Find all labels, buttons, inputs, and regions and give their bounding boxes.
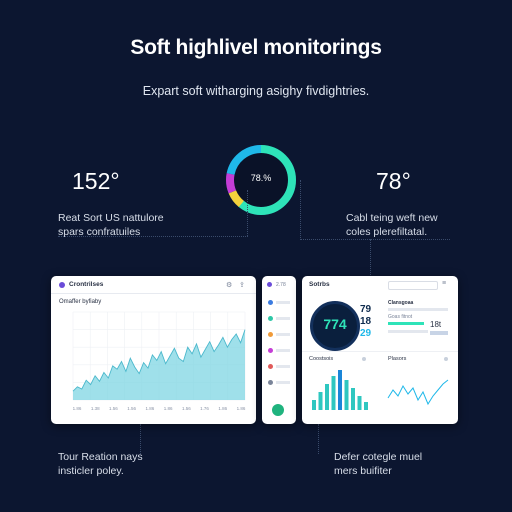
- leader-line-right-vertical: [370, 239, 371, 279]
- area-series-line: [72, 329, 246, 392]
- sidebar-header: 2.78: [276, 282, 286, 288]
- dashboard-card-right: Sotrbs ≡ 774 79 18 29 Clansgoaa Goas fit…: [302, 276, 458, 424]
- x-tick-label: 1.86: [237, 406, 246, 411]
- leader-line-left-vertical: [247, 190, 248, 236]
- sidebar-item-label-bar: [276, 333, 290, 336]
- leader-line-bottom-right: [318, 424, 319, 454]
- x-tick-label: 1.86: [146, 406, 155, 411]
- row-bar-track-1: [388, 308, 448, 311]
- sidebar-item-label-bar: [276, 349, 290, 352]
- sidebar-item-stats-icon[interactable]: [268, 316, 273, 321]
- dashboard-card-left: Crontrilses ⚙ ⇪ Omaffer byfiaby 1.86 1.38…: [51, 276, 256, 424]
- x-tick-label: 1.38: [91, 406, 100, 411]
- mini-bar: [318, 392, 323, 410]
- right-number-bar: [430, 331, 448, 335]
- bar-series: [312, 370, 368, 410]
- line-title: Plasors: [388, 356, 407, 362]
- x-axis-ticks: 1.86 1.38 1.56 1.56 1.86 1.86 1.56 1.76 1.86 1.86: [73, 406, 246, 411]
- area-series-fill: [73, 329, 245, 400]
- gauge-widget: 78.%: [224, 143, 298, 217]
- page-title: Soft highlivel monitorings: [130, 36, 382, 59]
- mini-bar: [351, 388, 355, 410]
- x-tick-label: 1.56: [127, 406, 136, 411]
- bars-menu-icon[interactable]: [362, 357, 366, 361]
- row-label-1: Clansgoaa: [388, 300, 414, 306]
- share-icon[interactable]: ⇪: [239, 282, 245, 289]
- summary-donut: 774: [310, 301, 360, 351]
- sidebar-item-label-bar: [276, 301, 290, 304]
- page-subtitle: Expart soft witharging asighy fivdightri…: [142, 84, 370, 98]
- card-divider: [302, 351, 458, 352]
- bar-chart-mini: [312, 370, 368, 410]
- mini-value-1: 79: [360, 304, 372, 315]
- x-tick-label: 1.76: [200, 406, 209, 411]
- sidebar-item-alerts-icon[interactable]: [268, 364, 273, 369]
- right-stat-value: 78°: [376, 168, 411, 194]
- right-stat-caption: Cabl teing weft new coles plerefiltatal.: [346, 211, 438, 239]
- mini-bar: [338, 370, 342, 410]
- mini-bar: [331, 376, 336, 410]
- mini-bar: [344, 380, 349, 410]
- app-name: Crontrilses: [69, 281, 104, 288]
- gauge-label: 78.%: [250, 173, 272, 183]
- sidebar-item-label-bar: [276, 365, 290, 368]
- leader-line-bottom-left: [140, 424, 141, 454]
- left-stat-value: 152°: [72, 168, 120, 194]
- card-title: Sotrbs: [309, 281, 330, 288]
- x-tick-label: 1.86: [218, 406, 227, 411]
- app-logo-icon: [59, 282, 65, 288]
- settings-icon[interactable]: ⚙: [226, 282, 233, 289]
- sidebar-item-label-bar: [276, 317, 290, 320]
- mini-bar: [357, 396, 362, 410]
- left-stat-caption: Reat Sort US nattulore spars confratuile…: [58, 211, 164, 239]
- gauge-arc-purple: [226, 145, 296, 215]
- sidebar-item-reports-icon[interactable]: [268, 332, 273, 337]
- mini-value-3: 29: [360, 328, 372, 339]
- right-stat-caption-line1: Cabl teing weft new: [346, 212, 438, 224]
- mini-value-2: 18: [360, 316, 372, 327]
- row-label-2: Goas fitnot: [388, 314, 413, 320]
- chat-button[interactable]: [272, 404, 284, 416]
- menu-icon[interactable]: ≡: [442, 280, 447, 287]
- line-chart-mini: [387, 379, 449, 406]
- right-stat-caption-line2: coles plerefiltatal.: [346, 226, 428, 238]
- bottom-right-caption: Defer cotegle muel mers buifiter: [334, 450, 422, 478]
- leader-line-right: [300, 239, 450, 240]
- line-series: [387, 379, 449, 406]
- mini-bar: [364, 402, 368, 410]
- x-tick-label: 1.86: [164, 406, 173, 411]
- leader-line-left: [58, 236, 248, 237]
- sidebar-logo-icon: [267, 282, 272, 287]
- row-bar-fill: [388, 322, 424, 325]
- mini-bar: [312, 400, 316, 410]
- x-tick-label: 1.56: [182, 406, 191, 411]
- search-input[interactable]: [388, 281, 438, 290]
- sidebar-item-home-icon[interactable]: [268, 300, 273, 305]
- area-chart: 1.86 1.38 1.56 1.56 1.86 1.86 1.56 1.76 1.86 1.86: [72, 311, 246, 411]
- bottom-left-caption-line2: insticler poley.: [58, 465, 124, 477]
- bottom-left-caption-line1: Tour Reation nays: [58, 451, 143, 463]
- summary-big-value: 774: [323, 316, 347, 332]
- leader-line-center: [300, 180, 301, 240]
- bottom-right-caption-line2: mers buifiter: [334, 465, 392, 477]
- sidebar-item-settings-icon[interactable]: [268, 380, 273, 385]
- x-tick-label: 1.56: [109, 406, 118, 411]
- gauge-ring: [226, 145, 296, 215]
- chart-title: Omaffer byfiaby: [59, 299, 102, 305]
- sidebar-card: 2.78: [262, 276, 296, 424]
- line-menu-icon[interactable]: [444, 357, 448, 361]
- bottom-left-caption: Tour Reation nays insticler poley.: [58, 450, 143, 478]
- left-stat-caption-line2: spars confratuiles: [58, 226, 141, 238]
- x-tick-label: 1.86: [73, 406, 82, 411]
- bars-title: Coostsois: [309, 356, 334, 362]
- mini-bar: [325, 384, 329, 410]
- bottom-right-caption-line1: Defer cotegle muel: [334, 451, 423, 463]
- sidebar-item-users-icon[interactable]: [268, 348, 273, 353]
- row-bar-track-2: [388, 330, 428, 333]
- left-stat-caption-line1: Reat Sort US nattulore: [58, 212, 164, 224]
- gauge-arc-cyan: [226, 145, 296, 215]
- right-number: 18t: [430, 320, 442, 329]
- card-divider: [51, 293, 256, 294]
- sidebar-item-label-bar: [276, 381, 290, 384]
